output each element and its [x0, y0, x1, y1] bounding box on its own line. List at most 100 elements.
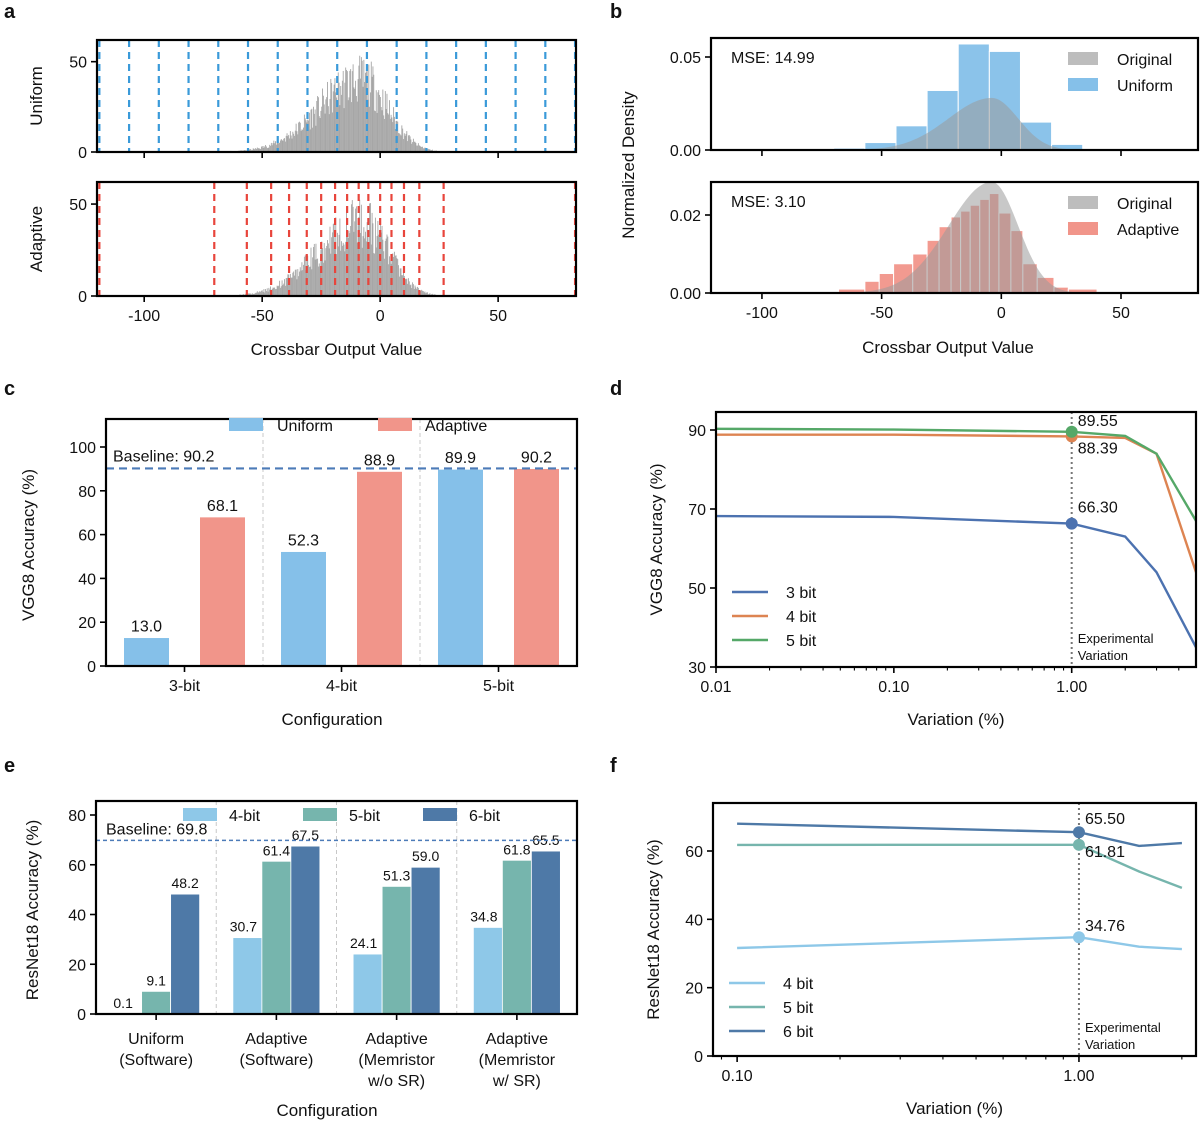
legend-label: 4 bit: [786, 609, 817, 626]
histogram-bar: [419, 145, 421, 152]
histogram-bar: [289, 273, 291, 296]
histogram-bar: [398, 133, 399, 152]
legend-swatch: [423, 808, 457, 821]
histogram-bar: [284, 285, 286, 296]
histogram-bar: [407, 141, 409, 152]
histogram-bar: [351, 71, 353, 152]
y-axis-label: Adaptive: [27, 206, 46, 272]
panel-b-chart: 0.000.05 MSE: 14.99 OriginalUniform0.000.0…: [619, 36, 1200, 357]
y-axis-label: Uniform: [27, 66, 46, 126]
histogram-bar: [299, 267, 301, 296]
histogram-bar: [352, 206, 354, 296]
histogram-bar: [318, 263, 320, 296]
histogram-bar: [415, 287, 417, 296]
histogram-bar: [281, 280, 283, 296]
histogram-bar: [284, 141, 286, 152]
histogram-bar: [295, 269, 297, 296]
vline-label: Variation: [1085, 1037, 1135, 1052]
x-tick-label: Adaptive: [365, 1031, 427, 1048]
legend-label: Uniform: [277, 418, 333, 435]
panel-b-subplot-adaptive: 0.00 0.02 -100 -50 0 50 MSE: 3.10 Original Adapt…: [670, 180, 1200, 322]
legend-label: 3 bit: [786, 585, 817, 602]
legend-swatch-original: [1068, 196, 1098, 209]
histogram-bar: [382, 89, 384, 152]
histogram-bar: [303, 256, 305, 296]
series-line-4-bit: [716, 433, 1196, 573]
histogram-bar: [365, 231, 366, 296]
histogram-bar: [381, 110, 383, 152]
histogram-bar: [358, 65, 360, 152]
histogram-bar: [251, 293, 253, 296]
histogram-bar: [304, 118, 306, 152]
histogram-bar: [418, 145, 420, 152]
histogram-bar: [379, 94, 380, 152]
bar-value-label: 51.3: [383, 867, 410, 883]
highlight-point: [1065, 425, 1078, 438]
histogram-bar: [336, 232, 338, 296]
panel-label-d: d: [610, 378, 622, 400]
legend-swatch-uniform: [229, 418, 263, 431]
histogram-bar: [331, 237, 333, 296]
x-tick-label: 1.00: [1063, 1068, 1094, 1085]
histogram-bar: [277, 141, 279, 152]
histogram-bar: [374, 253, 376, 296]
histogram-bar: [367, 235, 369, 296]
histogram-bar: [307, 255, 309, 296]
histogram-bar: [339, 218, 341, 296]
x-axis-label: Configuration: [276, 1101, 377, 1120]
histogram-bar: [406, 131, 408, 152]
vline-label: Experimental: [1078, 631, 1154, 646]
x-tick-label: 0.01: [700, 679, 731, 696]
histogram-bar: [276, 285, 278, 296]
histogram-bar: [313, 243, 315, 296]
legend: 4 bit 5 bit 6 bit: [729, 976, 814, 1041]
histogram-bar: [328, 248, 330, 296]
histogram-bar: [300, 270, 302, 296]
histogram-bar: [267, 147, 269, 152]
histogram-bar: [343, 244, 345, 296]
histogram-bar: [326, 245, 328, 296]
bar-5-bit: [381, 885, 412, 1015]
bar-value-label: 9.1: [146, 972, 166, 988]
histogram-bar: [307, 119, 309, 152]
x-tick-label: 50: [1112, 305, 1130, 322]
series-line-3-bit: [716, 514, 1196, 648]
histogram-bar: [406, 278, 408, 296]
histogram-bar: [273, 287, 275, 296]
histogram-bar: [341, 245, 343, 296]
bar-uniform: [280, 550, 327, 667]
histogram-bar: [320, 110, 322, 152]
histogram-bar: [372, 223, 374, 296]
highlight-value-label: 61.81: [1085, 844, 1125, 861]
bar-value-label: 13.0: [131, 619, 162, 636]
y-tick-label: 80: [68, 808, 86, 825]
histogram-bar: [360, 78, 361, 152]
histogram-bar: [263, 289, 265, 296]
histogram-bar: [301, 262, 303, 296]
histogram-bar: [296, 131, 298, 152]
bar-6-bit: [170, 893, 201, 1015]
histogram-bar: [394, 129, 396, 152]
histogram-bar: [379, 97, 381, 152]
histogram-bar: [294, 269, 296, 296]
highlight-value-label: 89.55: [1078, 413, 1118, 430]
legend: Original Adaptive: [1068, 196, 1179, 239]
histogram-bar: [316, 259, 318, 296]
histogram-bar: [260, 290, 262, 296]
histogram-bar: [402, 128, 404, 152]
histogram-bar: [378, 90, 380, 152]
histogram-bar: [250, 148, 252, 152]
original-density-area: [821, 181, 1098, 293]
histogram-bar: [420, 290, 422, 296]
histogram-bar: [341, 94, 343, 152]
y-tick-label: 40: [685, 912, 703, 929]
histogram-bar: [361, 247, 363, 296]
series-line-4-bit: [737, 935, 1182, 951]
histogram-bar: [393, 251, 395, 296]
histogram-bar: [295, 123, 297, 152]
histogram-bar: [254, 293, 256, 296]
panel-a-axes-frame: [95, 38, 578, 154]
histogram-bar: [351, 204, 352, 296]
histogram-bar: [291, 138, 293, 152]
